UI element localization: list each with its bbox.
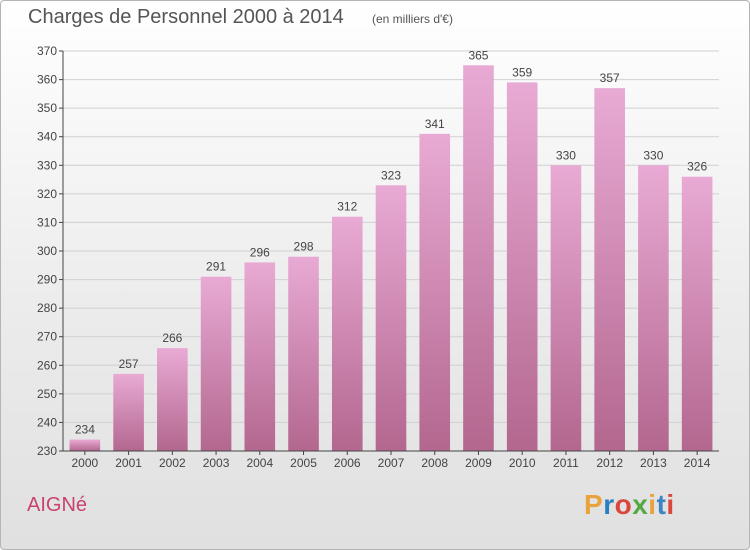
bar-value-label: 323 xyxy=(381,168,401,182)
bar-2001 xyxy=(113,373,144,451)
chart-title: Charges de Personnel 2000 à 2014 xyxy=(28,6,344,28)
y-tick-label: 340 xyxy=(37,130,57,144)
logo-letter: o xyxy=(614,489,633,520)
x-tick-label: 2011 xyxy=(553,456,579,470)
bar-2008 xyxy=(419,133,451,451)
x-tick-label: 2013 xyxy=(640,456,667,470)
bar-value-label: 365 xyxy=(468,48,488,62)
bar-value-label: 326 xyxy=(687,160,707,174)
bar-value-label: 330 xyxy=(556,148,576,162)
bar-2000 xyxy=(69,439,101,451)
y-tick-label: 350 xyxy=(37,101,57,115)
x-tick-label: 2002 xyxy=(159,456,186,470)
bar-value-label: 257 xyxy=(119,357,139,371)
bar-value-label: 357 xyxy=(600,71,620,85)
bar-value-label: 296 xyxy=(250,245,270,259)
x-tick-label: 2014 xyxy=(684,456,711,470)
x-tick-label: 2010 xyxy=(509,456,536,470)
logo-letter: i xyxy=(648,489,657,520)
bar-2007 xyxy=(375,185,407,452)
bar-2002 xyxy=(157,348,188,451)
y-tick-label: 360 xyxy=(37,73,57,87)
x-tick-label: 2003 xyxy=(203,456,230,470)
bar-2012 xyxy=(594,88,625,452)
y-tick-label: 330 xyxy=(37,158,57,172)
x-tick-label: 2012 xyxy=(596,456,623,470)
logo-letter: x xyxy=(632,489,649,520)
labels: 230 240 250 260 270 280 290 300 310 320 330 340 350 3… xyxy=(37,44,711,470)
bar-2006 xyxy=(331,216,363,451)
x-tick-label: 2007 xyxy=(378,456,405,470)
bar-2013 xyxy=(638,165,669,452)
y-tick-label: 300 xyxy=(37,244,57,258)
bar-2010 xyxy=(506,82,538,451)
x-tick-label: 2004 xyxy=(246,456,273,470)
y-tick-label: 260 xyxy=(37,358,57,372)
bar-value-label: 266 xyxy=(162,331,182,345)
y-tick-label: 280 xyxy=(37,301,57,315)
y-tick-label: 290 xyxy=(37,273,57,287)
y-tick-label: 240 xyxy=(37,415,57,429)
logo-letter: P xyxy=(584,489,604,520)
x-tick-label: 2005 xyxy=(290,456,317,470)
bar-2011 xyxy=(550,165,582,452)
x-tick-label: 2008 xyxy=(421,456,448,470)
bar-value-label: 298 xyxy=(294,240,314,254)
y-tick-label: 230 xyxy=(37,444,57,458)
bar-value-label: 234 xyxy=(75,423,95,437)
bar-2009 xyxy=(463,65,494,452)
y-tick-label: 250 xyxy=(37,387,57,401)
x-tick-label: 2000 xyxy=(72,456,99,470)
bar-2014 xyxy=(681,176,713,451)
bar-value-label: 291 xyxy=(206,260,226,274)
y-tick-label: 310 xyxy=(37,215,57,229)
logo-letter: t xyxy=(656,489,667,520)
y-tick-label: 320 xyxy=(37,187,57,201)
proxiti-logo[interactable]: Proxiti xyxy=(584,489,675,521)
logo-letter: i xyxy=(666,489,675,520)
bar-2004 xyxy=(244,262,276,451)
bar-value-label: 330 xyxy=(643,148,663,162)
bars xyxy=(69,65,713,452)
bar-value-label: 341 xyxy=(425,117,445,131)
bar-value-label: 359 xyxy=(512,65,532,79)
bar-2003 xyxy=(200,276,232,451)
x-tick-label: 2006 xyxy=(334,456,361,470)
bar-value-label: 312 xyxy=(337,200,357,214)
y-tick-label: 370 xyxy=(37,44,57,58)
commune-name: AIGNé xyxy=(27,494,88,516)
y-tick-label: 270 xyxy=(37,330,57,344)
x-tick-label: 2001 xyxy=(115,456,142,470)
chart-subtitle: (en milliers d'€) xyxy=(372,12,453,26)
logo-letter: r xyxy=(603,489,615,520)
axes xyxy=(59,50,719,455)
bar-2005 xyxy=(288,256,319,451)
x-tick-label: 2009 xyxy=(465,456,492,470)
